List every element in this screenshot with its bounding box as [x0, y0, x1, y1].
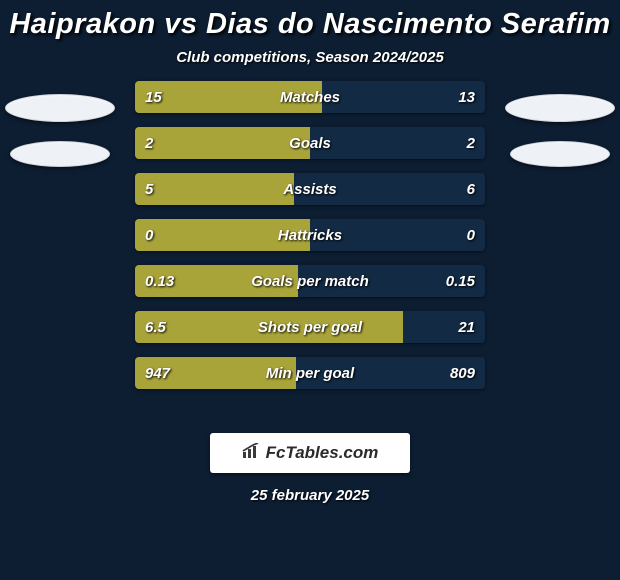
player-right-avatar-placeholder-1	[505, 94, 615, 122]
stat-value-right: 809	[450, 357, 475, 389]
stat-row: Goals per match0.130.15	[135, 265, 485, 297]
stat-row: Shots per goal6.521	[135, 311, 485, 343]
stat-row: Goals22	[135, 127, 485, 159]
stat-value-right: 2	[467, 127, 475, 159]
brand-badge[interactable]: FcTables.com	[210, 433, 410, 473]
stat-row: Hattricks00	[135, 219, 485, 251]
stat-bar-right	[294, 173, 485, 205]
stat-row: Min per goal947809	[135, 357, 485, 389]
stat-bar-right	[310, 127, 485, 159]
stat-value-left: 2	[145, 127, 153, 159]
stat-bar-left	[135, 81, 322, 113]
stat-value-right: 6	[467, 173, 475, 205]
stat-value-left: 6.5	[145, 311, 166, 343]
stat-bar-left	[135, 311, 403, 343]
comparison-stage: Matches1513Goals22Assists56Hattricks00Go…	[0, 94, 620, 421]
stat-row: Assists56	[135, 173, 485, 205]
comparison-title: Haiprakon vs Dias do Nascimento Serafim	[0, 0, 620, 41]
player-right-avatar-placeholder-2	[510, 141, 610, 167]
brand-label: FcTables.com	[266, 443, 379, 463]
comparison-subtitle: Club competitions, Season 2024/2025	[0, 49, 620, 66]
stat-value-left: 0	[145, 219, 153, 251]
stat-bars: Matches1513Goals22Assists56Hattricks00Go…	[135, 81, 485, 403]
stat-value-right: 13	[458, 81, 475, 113]
stat-value-left: 947	[145, 357, 170, 389]
stat-value-right: 0	[467, 219, 475, 251]
chart-icon	[242, 443, 262, 464]
brand-text: FcTables.com	[242, 443, 379, 464]
player-left-avatar-placeholder-1	[5, 94, 115, 122]
player-left-avatar-placeholder-2	[10, 141, 110, 167]
stat-bar-left	[135, 173, 294, 205]
stat-bar-right	[310, 219, 485, 251]
stat-value-left: 15	[145, 81, 162, 113]
stat-value-right: 21	[458, 311, 475, 343]
stat-value-right: 0.15	[446, 265, 475, 297]
comparison-date: 25 february 2025	[0, 487, 620, 504]
stat-row: Matches1513	[135, 81, 485, 113]
stat-bar-left	[135, 127, 310, 159]
stat-bar-left	[135, 219, 310, 251]
stat-value-left: 5	[145, 173, 153, 205]
footer-area: FcTables.com 25 february 2025	[0, 433, 620, 504]
stat-value-left: 0.13	[145, 265, 174, 297]
